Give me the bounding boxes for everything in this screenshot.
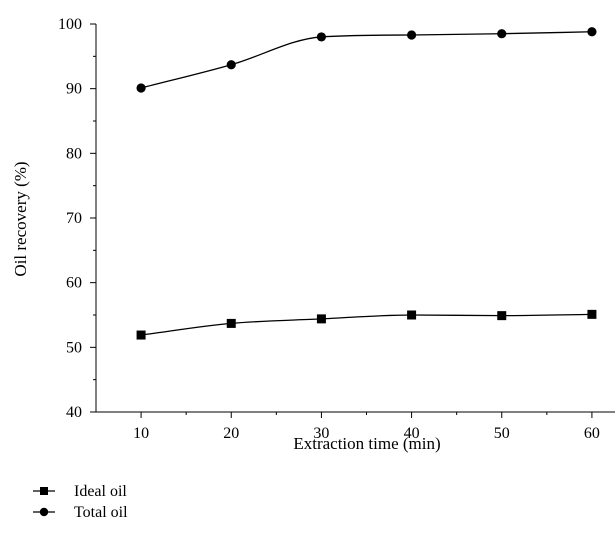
legend-label: Ideal oil — [74, 483, 127, 500]
y-tick-label: 60 — [66, 275, 82, 292]
data-point-total-oil — [406, 30, 417, 40]
x-axis-title: Extraction time (min) — [293, 434, 440, 453]
y-tick-label: 80 — [66, 145, 82, 162]
data-point-ideal-oil — [226, 318, 236, 328]
series-ideal-oil — [136, 309, 597, 340]
y-tick-label: 40 — [66, 404, 82, 421]
series-line-ideal-oil — [140, 313, 592, 336]
data-point-total-oil — [497, 29, 507, 39]
y-tick-label: 70 — [66, 210, 82, 227]
y-tick-label: 100 — [58, 16, 82, 33]
series-layer — [136, 27, 597, 340]
x-tick-label: 50 — [494, 425, 510, 442]
data-point-total-oil — [587, 27, 597, 37]
x-axis-ticks: 10 20 30 40 50 60 — [133, 412, 600, 442]
series-total-oil — [136, 27, 597, 93]
legend-item-ideal-oil: Ideal oil — [33, 483, 127, 500]
data-point-ideal-oil — [316, 314, 326, 324]
series-line-total-oil — [140, 31, 592, 89]
data-point-ideal-oil — [497, 311, 507, 321]
x-tick-label: 60 — [584, 425, 600, 442]
y-tick-label: 90 — [66, 81, 82, 98]
x-tick-label: 30 — [313, 425, 329, 442]
legend-square-marker — [40, 487, 48, 495]
data-point-ideal-oil — [407, 310, 417, 320]
legend: Ideal oil Total oil — [33, 483, 128, 521]
y-axis-title: Oil recovery (%) — [11, 161, 30, 276]
y-axis-ticks: 40 50 60 70 80 90 100 — [58, 16, 96, 421]
data-point-total-oil — [136, 83, 146, 93]
data-point-ideal-oil — [587, 309, 597, 319]
data-point-total-oil — [226, 60, 236, 70]
legend-item-total-oil: Total oil — [33, 504, 128, 521]
data-point-ideal-oil — [136, 330, 146, 340]
data-point-total-oil — [316, 32, 327, 42]
x-tick-label: 10 — [133, 425, 149, 442]
legend-label: Total oil — [74, 504, 128, 521]
plot-frame — [95, 24, 615, 413]
y-tick-label: 50 — [66, 339, 82, 356]
legend-circle-marker — [39, 507, 49, 517]
x-tick-label: 20 — [223, 425, 239, 442]
x-tick-label: 40 — [404, 425, 420, 442]
